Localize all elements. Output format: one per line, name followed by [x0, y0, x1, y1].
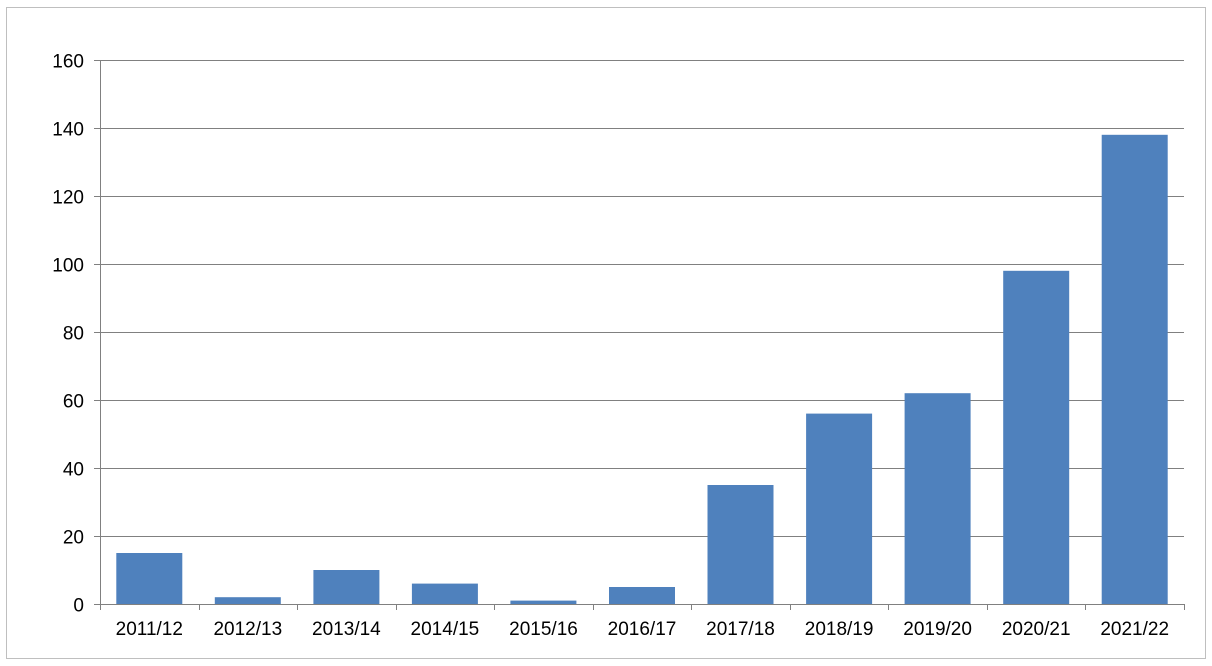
- x-tick-label: 2013/14: [312, 619, 381, 640]
- y-tick-label: 80: [63, 324, 84, 345]
- x-tick-label: 2016/17: [608, 619, 677, 640]
- x-tick-label: 2011/12: [116, 619, 183, 640]
- x-tick-labels: 2011/12 2012/13 2013/14 2014/15 2015/16 2016/…: [116, 619, 1169, 640]
- bar-2019-20: [904, 393, 971, 604]
- bars: [116, 134, 1168, 605]
- bar-2014-15: [411, 583, 478, 604]
- bar-2020-21: [1003, 270, 1070, 604]
- bar-2017-18: [707, 485, 774, 604]
- y-tick-label: 160: [52, 52, 84, 73]
- y-tick-labels: 0 20 40 60 80 100 120 140 160: [52, 52, 84, 617]
- bar-2021-22: [1101, 134, 1168, 605]
- x-tick-label: 2015/16: [509, 619, 578, 640]
- x-tick-label: 2020/21: [1002, 619, 1071, 640]
- y-tick-label: 140: [52, 120, 84, 141]
- bar-2011-12: [116, 553, 183, 604]
- x-tick-label: 2012/13: [213, 619, 282, 640]
- y-tick-label: 120: [52, 188, 84, 209]
- y-tick-label: 60: [63, 392, 84, 413]
- bar-2018-19: [806, 413, 873, 604]
- bar-2016-17: [609, 587, 675, 604]
- y-tick-label: 40: [63, 460, 84, 481]
- x-tick-label: 2014/15: [411, 619, 480, 640]
- y-tick-label: 0: [73, 596, 84, 617]
- x-tick-label: 2019/20: [903, 619, 972, 640]
- y-tick-label: 100: [52, 256, 84, 277]
- x-tick-label: 2021/22: [1100, 619, 1169, 640]
- axes: [94, 60, 1185, 610]
- y-tick-label: 20: [63, 528, 84, 549]
- bar-2015-16: [510, 600, 577, 604]
- bar-2013-14: [313, 570, 380, 604]
- x-tick-label: 2018/19: [805, 619, 874, 640]
- x-tick-label: 2017/18: [706, 619, 775, 640]
- bar-2012-13: [214, 597, 281, 604]
